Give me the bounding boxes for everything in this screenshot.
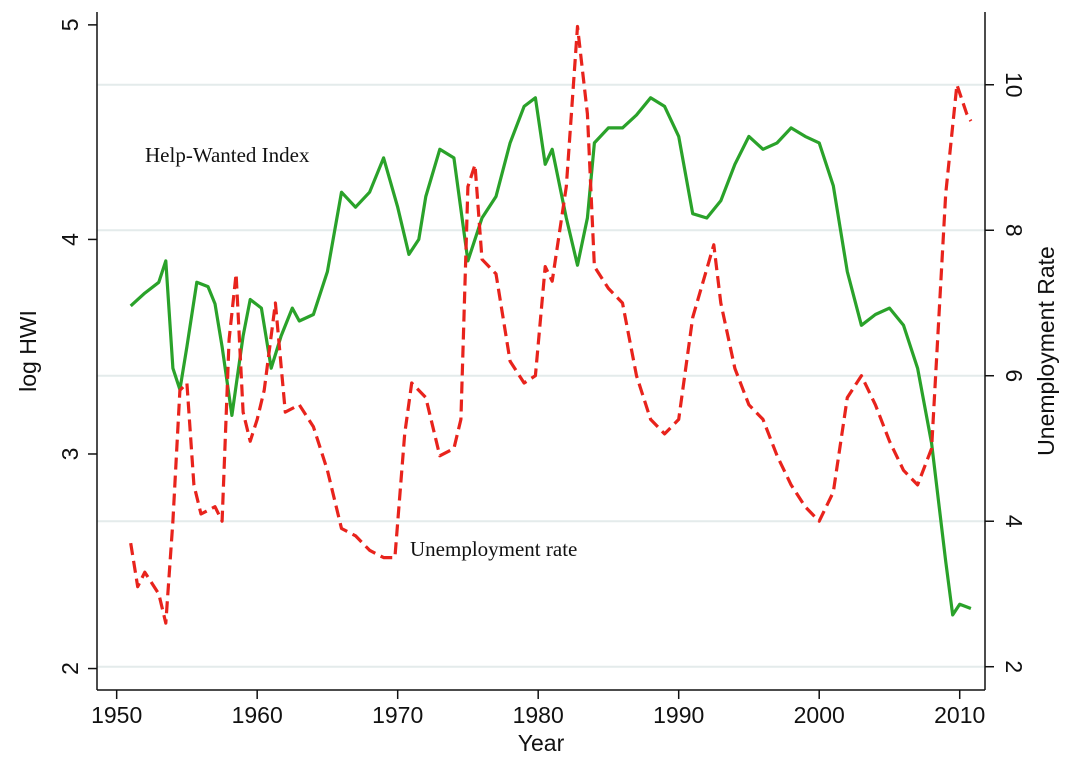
annotation: Help-Wanted Index	[145, 143, 310, 167]
y-axis-title: log HWI	[15, 310, 41, 392]
x-tick-label: 2000	[794, 702, 845, 728]
x-tick-label: 1980	[513, 702, 564, 728]
series-line	[129, 24, 973, 625]
y2-tick-label: 10	[1001, 72, 1027, 98]
x-tick-label: 1950	[91, 702, 142, 728]
y2-axis-title: Unemployment Rate	[1033, 246, 1059, 456]
x-tick-label: 1990	[653, 702, 704, 728]
x-tick-label: 1960	[232, 702, 283, 728]
y-tick-label: 5	[57, 18, 83, 31]
x-tick-label: 1970	[372, 702, 423, 728]
y2-tick-label: 4	[1001, 515, 1027, 528]
y-tick-label: 4	[57, 233, 83, 246]
y-tick-label: 3	[57, 448, 83, 461]
y2-tick-label: 6	[1001, 369, 1027, 382]
y2-tick-label: 2	[1001, 660, 1027, 673]
series-line	[129, 96, 972, 617]
y2-tick-label: 8	[1001, 224, 1027, 237]
annotation: Unemployment rate	[410, 537, 577, 561]
x-tick-label: 2010	[934, 702, 985, 728]
x-axis-title: Year	[518, 730, 565, 756]
y-tick-label: 2	[57, 662, 83, 675]
